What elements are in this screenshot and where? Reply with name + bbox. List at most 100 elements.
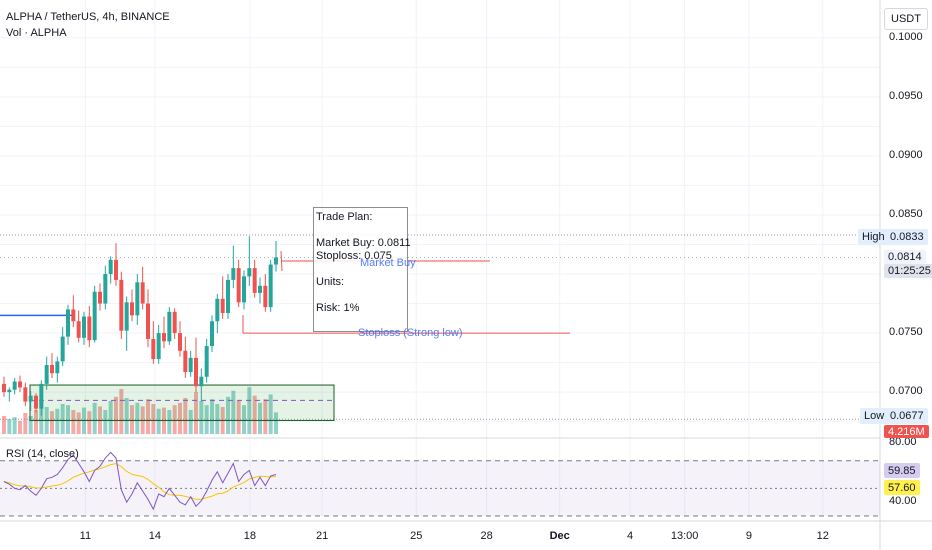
time-tick-label: 13:00 — [670, 530, 699, 542]
candle-body — [151, 338, 156, 360]
candle-body — [178, 333, 182, 351]
candle-body — [7, 389, 12, 393]
volume-bar — [7, 419, 12, 434]
candle-body — [124, 302, 129, 331]
volume-bar — [199, 401, 204, 434]
candle-body — [71, 309, 76, 322]
rsi-ma-value-tag: 57.60 — [884, 480, 920, 495]
volume-bar — [258, 402, 262, 434]
candle-body — [82, 316, 86, 338]
candle-body — [167, 311, 172, 342]
volume-bar — [215, 404, 220, 434]
candle-body — [2, 383, 6, 393]
high-price-tag: 0.0833 — [886, 229, 928, 245]
candle-body — [146, 303, 150, 339]
candle-body — [188, 357, 193, 373]
candle-body — [236, 268, 241, 303]
candle-body — [215, 298, 220, 322]
candle-body — [199, 376, 204, 387]
volume-bar — [12, 417, 17, 434]
candle-body — [66, 309, 70, 337]
volume-bar — [194, 392, 198, 434]
price-tick-label: 0.0900 — [889, 148, 923, 161]
volume-bar — [108, 401, 113, 434]
candle-body — [87, 316, 92, 341]
demand-zone — [29, 384, 335, 421]
time-tick-label: 21 — [315, 530, 329, 542]
candle-body — [274, 257, 278, 265]
countdown-tag: 01:25:25 — [884, 264, 932, 278]
candle-body — [34, 395, 38, 409]
volume-bar — [268, 394, 273, 434]
time-tick-label: 28 — [480, 530, 493, 542]
rsi-value-tag: 59.85 — [884, 463, 920, 478]
volume-bar — [39, 401, 44, 434]
candle-body — [114, 259, 118, 280]
time-tick-label: 25 — [410, 530, 423, 542]
candle-body — [183, 350, 188, 373]
candle-body — [194, 357, 198, 387]
candle-body — [252, 268, 257, 293]
volume-bar — [28, 416, 33, 434]
volume-bar — [231, 390, 236, 434]
time-tick-label: 14 — [148, 530, 161, 542]
candle-body — [92, 291, 97, 341]
volume-bar — [263, 399, 268, 434]
trade-plan-risk: Risk: 1% — [316, 302, 360, 314]
candle-body — [135, 282, 140, 316]
volume-bar — [204, 405, 209, 434]
volume-bar — [92, 402, 97, 434]
volume-bar — [151, 404, 156, 434]
volume-bar — [274, 412, 278, 434]
candle-body — [226, 279, 230, 313]
last-price-tag: 0.0814 — [884, 250, 926, 264]
volume-bar — [226, 396, 230, 434]
rsi-label[interactable]: RSI (14, close) — [6, 448, 79, 460]
rsi-line — [3, 451, 277, 511]
price-tick-label: 0.1000 — [889, 30, 923, 43]
trade-plan-note[interactable]: Trade Plan: Market Buy: 0.0811 Stoploss:… — [313, 207, 411, 332]
volume-bar — [146, 399, 150, 434]
candle-body — [263, 285, 268, 308]
volume-bar — [66, 405, 70, 434]
candle-body — [98, 291, 102, 304]
volume-bar — [87, 411, 92, 434]
volume-bar — [210, 399, 214, 434]
candle-body — [140, 282, 145, 304]
volume-bar — [71, 410, 76, 434]
volume-bar — [252, 395, 257, 434]
candle-body — [119, 279, 124, 331]
volume-bar — [55, 408, 60, 434]
volume-bar — [188, 410, 193, 434]
volume-bar — [23, 413, 28, 434]
volume-indicator-label[interactable]: Vol · ALPHA — [6, 27, 67, 39]
price-tick-label: 0.0750 — [889, 326, 923, 339]
time-tick-label: 4 — [627, 530, 634, 542]
price-tick-label: 0.0850 — [889, 207, 923, 220]
volume-bar — [2, 416, 6, 434]
time-tick-label: 18 — [243, 530, 257, 542]
trade-plan-title: Trade Plan: — [316, 211, 373, 223]
market-buy-label[interactable]: Market Buy — [360, 257, 416, 269]
volume-bar — [183, 398, 188, 434]
candle-body — [60, 336, 65, 362]
candle-body — [231, 268, 236, 280]
stoploss-label[interactable]: Stoploss (Strong low) — [358, 327, 463, 339]
candle-body — [23, 387, 28, 402]
volume-bar — [156, 408, 161, 434]
candle-body — [50, 364, 54, 374]
rsi-tick-label: 40.00 — [889, 495, 917, 507]
volume-bar — [178, 402, 182, 434]
low-label: Low — [860, 408, 889, 424]
candle-body — [130, 302, 134, 316]
volume-bar — [34, 410, 38, 434]
rsi-tick-label: 80.00 — [889, 436, 917, 448]
currency-button[interactable]: USDT — [884, 8, 928, 30]
candle-body — [172, 311, 177, 334]
high-label: High — [858, 229, 889, 245]
candle-body — [76, 321, 81, 338]
candle-body — [204, 346, 209, 377]
volume-bar — [135, 402, 140, 434]
price-tick-label: 0.0700 — [889, 385, 923, 398]
